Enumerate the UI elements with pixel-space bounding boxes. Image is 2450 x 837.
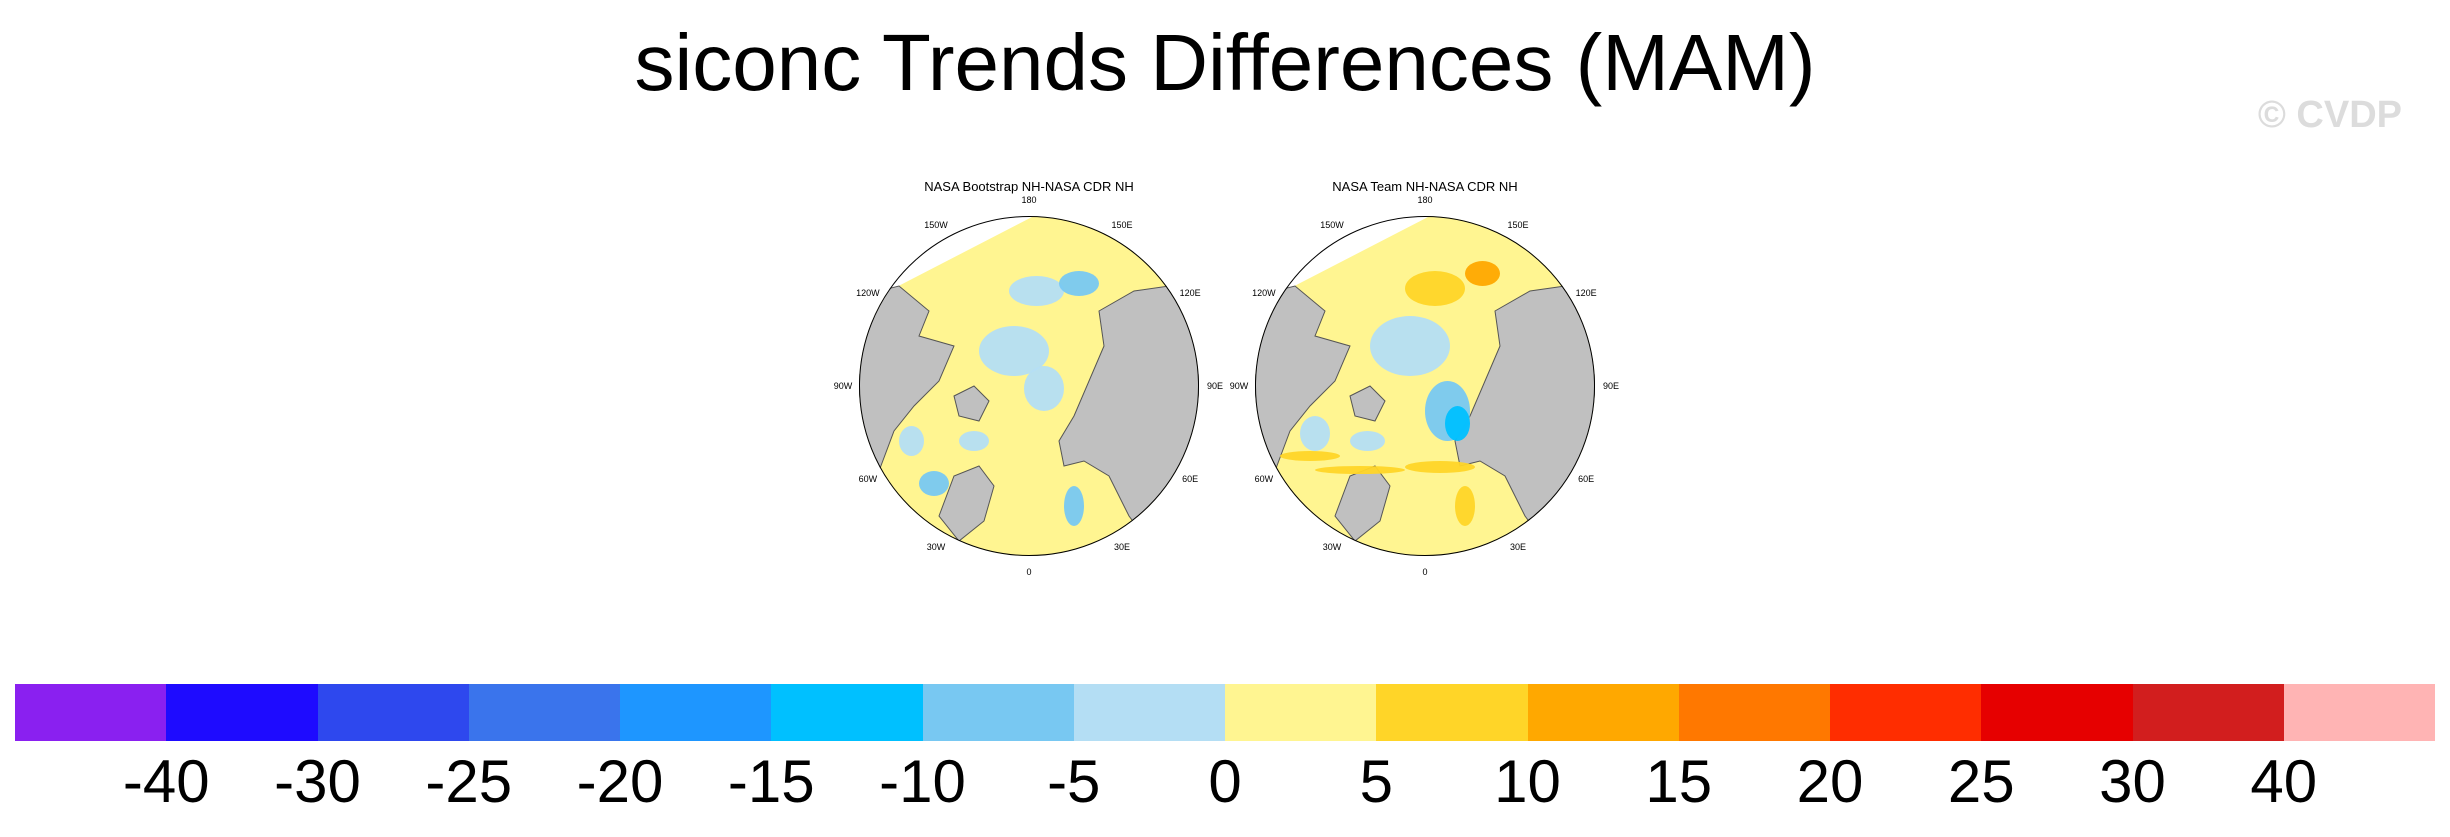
colorbar-tick-label: -30	[274, 748, 361, 815]
trend-patch	[1405, 271, 1465, 306]
longitude-label: 30E	[1113, 542, 1130, 553]
longitude-label: 150E	[1111, 219, 1133, 230]
colorbar-tick-label: 5	[1359, 748, 1393, 815]
trend-patch	[1350, 431, 1385, 451]
colorbar-tick-label: 15	[1645, 748, 1713, 815]
colorbar-swatch	[1527, 684, 1679, 741]
trend-patch	[959, 431, 989, 451]
longitude-label: 90W	[833, 381, 853, 391]
colorbar-swatch	[1678, 684, 1830, 741]
longitude-label: 90W	[1229, 381, 1249, 391]
colorbar-swatch	[1830, 684, 1982, 741]
longitude-label: 0	[1026, 567, 1032, 577]
longitude-label: 120W	[856, 288, 880, 298]
trend-patch	[1059, 271, 1099, 296]
colorbar	[15, 684, 2435, 741]
longitude-label: 120W	[1252, 288, 1276, 298]
colorbar-tick-label: 10	[1494, 748, 1561, 815]
map-boundary	[859, 216, 1199, 556]
colorbar-tick-labels: -40 -30 -25 -20 -15 -10 -5 0 5 10 15 20 25 30 40	[0, 742, 2450, 822]
longitude-label: 90E	[1206, 381, 1223, 391]
colorbar-tick-label: 25	[1947, 748, 2015, 815]
archipelago-land	[1349, 385, 1386, 422]
longitude-label: 60E	[1182, 474, 1199, 484]
colorbar-tick-label: -15	[727, 748, 815, 815]
longitude-label: 90E	[1602, 381, 1619, 391]
trend-patch	[1370, 316, 1450, 376]
trend-patch	[1280, 451, 1340, 461]
figure-title: siconc Trends Differences (MAM)	[634, 18, 1816, 107]
longitude-label: 180	[1021, 195, 1037, 205]
trend-patch	[1445, 406, 1470, 441]
colorbar-tick-label: -5	[1047, 748, 1101, 815]
longitude-label: 150W	[1320, 219, 1344, 230]
longitude-label: 0	[1422, 567, 1428, 577]
colorbar-tick-label: 0	[1208, 748, 1242, 815]
longitude-label: 60W	[1254, 474, 1274, 484]
colorbar-tick-label: -10	[879, 748, 966, 815]
colorbar-swatch	[166, 684, 318, 741]
archipelago-land	[953, 385, 990, 422]
trend-patch	[979, 326, 1049, 376]
colorbar-tick-label: -40	[122, 748, 210, 815]
trend-patch	[1315, 466, 1405, 474]
longitude-label: 150E	[1507, 219, 1529, 230]
colorbar-swatch	[771, 684, 923, 741]
colorbar-tick-label: -20	[576, 748, 664, 815]
colorbar-swatch	[15, 684, 167, 741]
longitude-label: 60E	[1578, 474, 1595, 484]
map-field	[859, 216, 1199, 556]
trend-patch	[1300, 416, 1330, 451]
colorbar-swatch	[468, 684, 620, 741]
longitude-label: 180	[1417, 195, 1433, 205]
trend-patch	[1405, 461, 1475, 473]
longitude-label: 120E	[1575, 288, 1597, 298]
colorbar-swatch	[1073, 684, 1225, 741]
colorbar-swatch	[317, 684, 469, 741]
longitude-label: 120E	[1179, 288, 1201, 298]
longitude-label: 30W	[926, 542, 946, 553]
trend-patch	[1024, 366, 1064, 411]
polar-map-bootstrap	[859, 216, 1199, 556]
panel-2-title: NASA Team NH-NASA CDR NH	[1332, 179, 1518, 194]
colorbar-tick-label: 40	[2250, 748, 2318, 815]
colorbar-swatch	[922, 684, 1074, 741]
trend-patch	[1455, 486, 1475, 526]
longitude-label: 60W	[858, 474, 878, 484]
trend-patch	[919, 471, 949, 496]
cvdp-watermark: © CVDP	[2257, 94, 2402, 136]
longitude-label: 30W	[1322, 542, 1342, 553]
colorbar-tick-label: 30	[2099, 748, 2166, 815]
panel-1-title: NASA Bootstrap NH-NASA CDR NH	[924, 179, 1134, 194]
trend-patch	[1064, 486, 1084, 526]
colorbar-swatch	[2283, 684, 2435, 741]
map-field	[1255, 216, 1595, 556]
colorbar-swatch	[1225, 684, 1377, 741]
longitude-label: 30E	[1509, 542, 1526, 553]
colorbar-tick-label: -25	[425, 748, 513, 815]
colorbar-swatch	[1981, 684, 2133, 741]
polar-map-team	[1255, 216, 1595, 556]
trend-patch	[899, 426, 924, 456]
trend-patch	[1465, 261, 1500, 286]
trend-patch	[1009, 276, 1064, 306]
map-boundary	[1255, 216, 1595, 556]
colorbar-swatch	[2132, 684, 2284, 741]
colorbar-tick-label: 20	[1796, 748, 1864, 815]
colorbar-swatch	[620, 684, 772, 741]
colorbar-swatch	[1376, 684, 1528, 741]
longitude-label: 150W	[924, 219, 948, 230]
